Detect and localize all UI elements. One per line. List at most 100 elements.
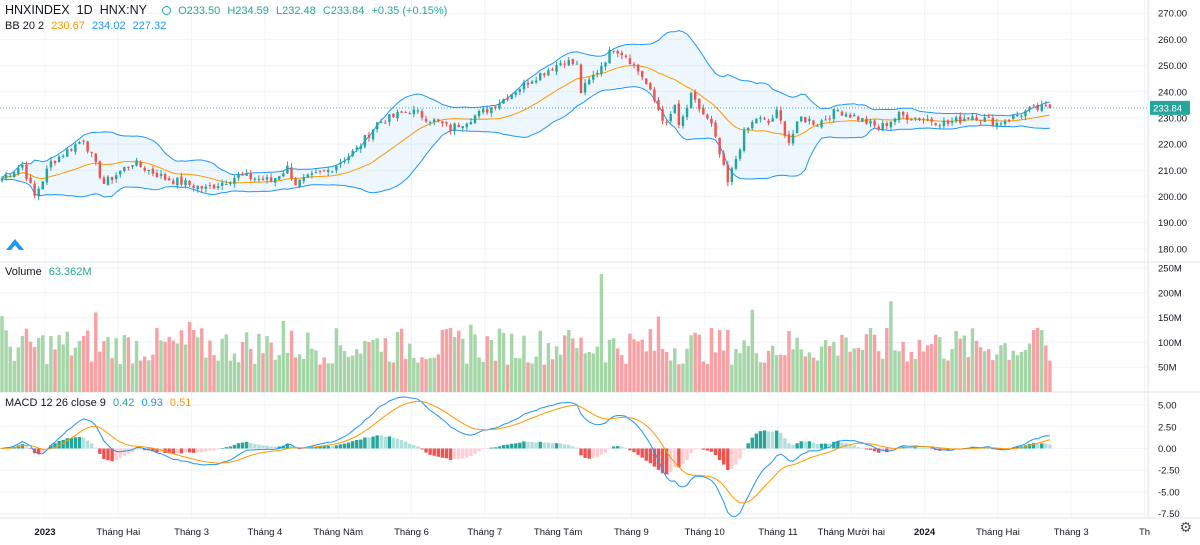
macd-hist-bar [640, 448, 644, 458]
volume-bar [844, 337, 848, 392]
volume-bar [636, 341, 640, 392]
macd-hist-bar [444, 448, 449, 459]
macd-hist-bar [310, 447, 314, 449]
macd-hist-bar [648, 448, 653, 464]
tradingview-logo-icon[interactable] [4, 236, 26, 257]
volume-bar [934, 334, 938, 392]
volume-bar [391, 362, 396, 392]
macd-hist-bar [122, 448, 127, 456]
volume-bar [970, 328, 975, 392]
candle-body [473, 115, 477, 124]
volume-bar [579, 337, 583, 392]
gear-icon[interactable]: ⚙ [1179, 519, 1192, 535]
volume-bar [860, 349, 865, 392]
volume-bar [587, 351, 591, 392]
macd-hist-bar [876, 448, 881, 453]
volume-bar [660, 348, 665, 392]
volume-bar [897, 351, 901, 392]
volume-bar [130, 363, 135, 392]
volume-bar [69, 355, 74, 392]
volume-bar [265, 336, 269, 392]
candle-body [396, 111, 399, 119]
change-value: +0.35 (+0.15%) [371, 5, 448, 17]
volume-bar [758, 362, 763, 392]
macd-hist-bar [346, 442, 351, 449]
volume-bar [1031, 330, 1036, 392]
volume-bar [595, 346, 600, 392]
candle-body [237, 174, 240, 179]
volume-bar [730, 364, 734, 392]
candle-body [86, 141, 89, 152]
candle-body [424, 118, 428, 122]
symbol-label[interactable]: HNXINDEX [5, 3, 70, 17]
macd-legend[interactable]: MACD 12 26 close 9 0.42 0.93 0.51 [5, 397, 195, 409]
candle-body [620, 52, 624, 56]
macd-hist-bar [428, 448, 432, 455]
candle-body [241, 174, 244, 176]
macd-hist-bar [872, 448, 877, 452]
volume-bar [799, 349, 803, 392]
volume-bar [974, 340, 979, 392]
volume-bar [61, 344, 65, 392]
volume-bar [652, 350, 657, 392]
macd-hist-bar [399, 440, 404, 449]
candle-body [873, 120, 876, 126]
candle-body [102, 177, 106, 184]
candle-body [322, 170, 326, 172]
volume-bar [1048, 360, 1052, 392]
macd-signal-line [1, 400, 1051, 504]
macd-hist-bar [391, 437, 396, 449]
macd-hist-bar [734, 448, 738, 465]
candle-body [282, 173, 285, 177]
candle-body [261, 178, 265, 181]
macd-hist-bar [493, 447, 498, 449]
candle-body [428, 122, 432, 124]
candle-body [339, 162, 342, 165]
macd-hist-bar [253, 443, 257, 449]
candle-body [25, 164, 28, 180]
volume-bar [1044, 345, 1048, 392]
bollinger-legend[interactable]: BB 20 2 230.67 234.02 227.32 [5, 20, 170, 32]
macd-hist-bar [832, 441, 836, 449]
candle-body [265, 177, 269, 180]
candle-body [123, 167, 126, 171]
candle-body [608, 49, 611, 64]
candle-body [1048, 104, 1052, 108]
macd-hist-bar [815, 443, 820, 449]
macd-hist-bar [322, 445, 326, 449]
candle-body [930, 118, 933, 122]
price-tick-label: 270.00 [1158, 9, 1187, 20]
macd-hist-bar [611, 446, 616, 449]
volume-label: Volume [5, 266, 42, 278]
candle-body [905, 114, 909, 120]
volume-bar [8, 346, 12, 392]
candle-body [897, 112, 901, 121]
volume-bar [738, 353, 742, 392]
volume-bar [620, 354, 624, 392]
time-tick-label: Tháng Hai [96, 527, 140, 538]
macd-hist-bar [289, 445, 294, 449]
macd-hist-bar [204, 448, 208, 452]
volume-bar [32, 346, 37, 392]
volume-bar [693, 332, 697, 392]
macd-lines [1, 396, 1051, 517]
macd-hist-bar [624, 447, 628, 449]
volume-bar [787, 330, 791, 392]
candle-body [21, 165, 24, 168]
interval-label[interactable]: 1D [76, 3, 93, 17]
volume-tick-label: 150M [1158, 313, 1182, 324]
volume-legend[interactable]: Volume 63.362M [5, 266, 96, 278]
candle-body [432, 119, 436, 123]
open-value: O233.50 [178, 5, 221, 17]
candle-body [326, 169, 330, 172]
candle-body [681, 116, 685, 126]
candle-body [180, 176, 183, 185]
candle-body [865, 118, 868, 124]
volume-bar [905, 361, 909, 392]
volume-bar [514, 357, 518, 392]
price-tick-label: 220.00 [1158, 140, 1187, 151]
macd-hist-bar [1015, 446, 1020, 449]
volume-bar [681, 363, 685, 392]
candle-body [783, 121, 787, 136]
